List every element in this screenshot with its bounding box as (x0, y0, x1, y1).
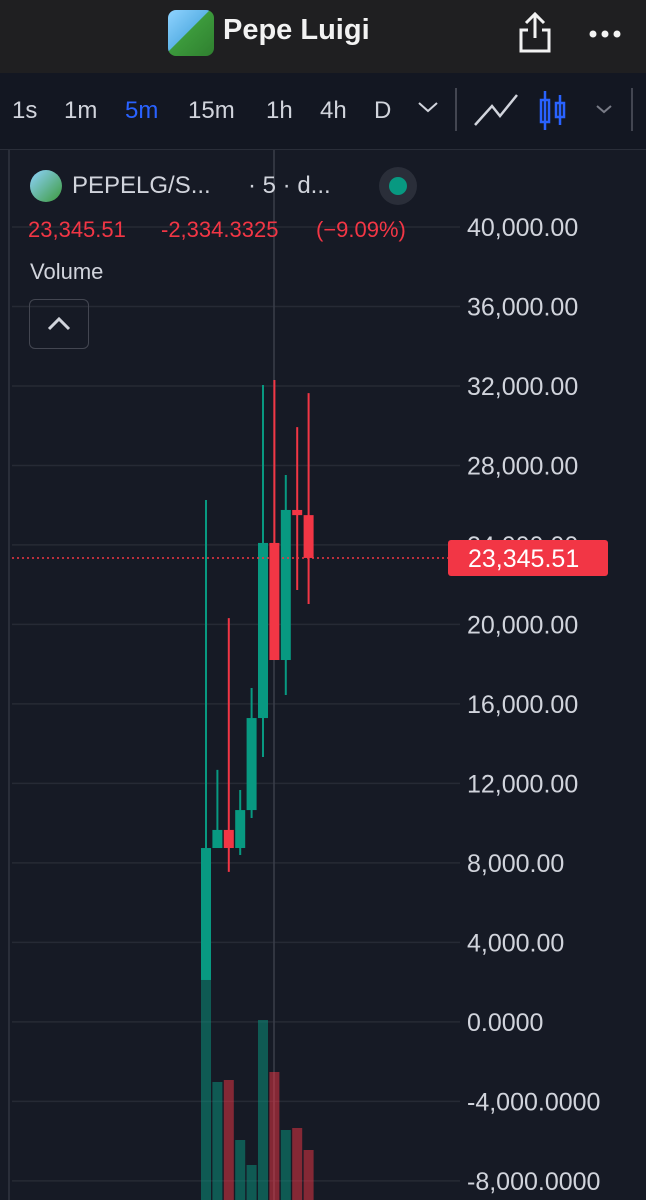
timeframe-button[interactable]: 1m (64, 97, 98, 124)
timeframe-button[interactable]: 5m (125, 97, 159, 124)
share-button[interactable] (515, 10, 555, 54)
candle-body (212, 829, 223, 849)
timeframe-button[interactable]: 15m (188, 97, 235, 124)
y-tick-label: 0.0000 (467, 1009, 543, 1037)
interval: · 5 · d... (248, 172, 331, 199)
volume-bar (258, 1020, 268, 1200)
candle-body (201, 848, 211, 980)
y-tick-label: 32,000.00 (467, 373, 578, 401)
candle-body (235, 810, 246, 849)
timeframe-button[interactable]: 1s (12, 97, 38, 124)
candle-body (280, 509, 291, 661)
y-tick-label: 36,000.00 (467, 293, 578, 321)
indicator-name: Volume (30, 259, 104, 284)
collapse-button[interactable] (29, 299, 89, 349)
status-dot (379, 167, 417, 205)
candle-body (292, 509, 303, 516)
price-change-percent: (−9.09%) (316, 217, 406, 242)
last-price: 23,345.51 (28, 217, 126, 242)
y-tick-label: 4,000.00 (467, 929, 564, 957)
y-tick-label: -8,000.0000 (467, 1168, 600, 1196)
title: Pepe Luigi (223, 14, 370, 46)
volume-bar (246, 1165, 257, 1200)
volume-bar (269, 1072, 280, 1200)
candle-body (303, 515, 314, 558)
collapse-icon (47, 316, 71, 331)
volume-bar (223, 1080, 234, 1200)
volume-bar (201, 980, 211, 1200)
more-button[interactable] (586, 24, 626, 44)
y-tick-label: 12,000.00 (467, 770, 578, 798)
timeframe-button[interactable]: 1h (266, 97, 293, 124)
y-tick-label: 8,000.00 (467, 850, 564, 878)
timeframe-button[interactable]: 4h (320, 97, 347, 124)
token-avatar (168, 10, 214, 56)
y-tick-label: 40,000.00 (467, 214, 578, 242)
y-tick-label: 20,000.00 (467, 611, 578, 639)
timeframe-button[interactable]: D (374, 97, 392, 124)
symbol-icon (30, 170, 62, 202)
y-tick-label: 28,000.00 (467, 452, 578, 480)
volume-bar (280, 1130, 291, 1200)
candle-body (223, 829, 234, 849)
timeframe-bar: 1s 1m 5m 15m 1h 4h D (0, 73, 646, 150)
last-price-label: 23,345.51 (468, 545, 579, 573)
price-change: -2,334.3325 (161, 217, 279, 242)
candle-body (246, 718, 257, 811)
y-tick-label: -4,000.0000 (467, 1088, 600, 1116)
top-bar: Pepe Luigi (0, 0, 646, 73)
volume-bar (292, 1128, 303, 1200)
plot-background (0, 150, 646, 1200)
chart: 40,000.0036,000.0032,000.0028,000.0024,0… (0, 150, 646, 1200)
volume-bar (235, 1140, 246, 1200)
symbol: PEPELG/S... (72, 172, 211, 199)
volume-bar (212, 1082, 223, 1200)
candle-body (269, 542, 280, 661)
candle-body (258, 542, 268, 719)
volume-bar (303, 1150, 314, 1200)
y-tick-label: 16,000.00 (467, 691, 578, 719)
last-price-tag (448, 539, 608, 576)
toolbar-icons (418, 88, 633, 131)
